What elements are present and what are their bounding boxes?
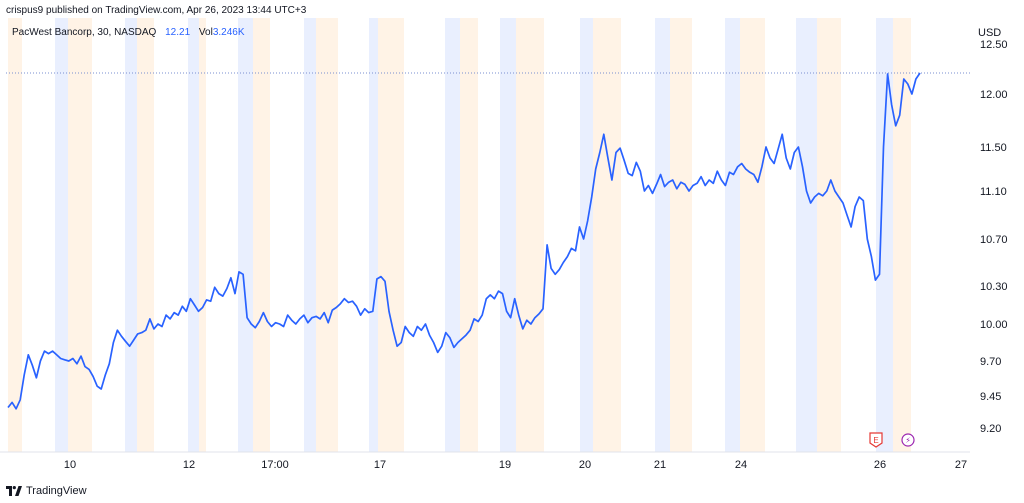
afterhours-band xyxy=(516,18,544,452)
premarket-band xyxy=(369,18,378,452)
premarket-band xyxy=(655,18,670,452)
series-line[interactable] xyxy=(7,72,921,410)
afterhours-band xyxy=(460,18,478,452)
premarket-band xyxy=(125,18,137,452)
y-tick-label: 11.10 xyxy=(980,186,1007,198)
afterhours-band xyxy=(316,18,338,452)
premarket-band xyxy=(725,18,740,452)
y-tick-label: 9.70 xyxy=(980,356,1001,368)
premarket-band xyxy=(304,18,316,452)
premarket-band xyxy=(580,18,593,452)
afterhours-band xyxy=(670,18,692,452)
x-tick-label: 20 xyxy=(579,459,591,471)
y-tick-label: 10.30 xyxy=(980,281,1008,293)
y-tick-label: 10.70 xyxy=(980,234,1008,246)
x-tick-label: 27 xyxy=(955,459,967,471)
afterhours-band xyxy=(593,18,621,452)
x-tick-label: 19 xyxy=(499,459,511,471)
session-bands xyxy=(8,18,911,452)
y-axis[interactable]: 12.50 12.00 11.50 11.10 10.70 10.30 10.00 9.70 9… xyxy=(980,39,1008,435)
x-tick-label: 24 xyxy=(735,459,747,471)
y-tick-label: 12.00 xyxy=(980,89,1008,101)
y-tick-label: 10.00 xyxy=(980,319,1008,331)
y-tick-label: 9.45 xyxy=(980,391,1001,403)
earnings-label: E xyxy=(873,436,878,445)
earnings-marker[interactable]: E xyxy=(869,432,883,448)
x-tick-label: 17 xyxy=(374,459,386,471)
y-tick-label: 12.50 xyxy=(980,39,1008,51)
x-tick-label: 17:00 xyxy=(261,459,289,471)
tradingview-logo-icon xyxy=(6,486,22,496)
y-tick-label: 11.50 xyxy=(980,142,1007,154)
y-tick-label: 9.20 xyxy=(980,423,1001,435)
premarket-band xyxy=(188,18,199,452)
afterhours-band xyxy=(378,18,404,452)
afterhours-band xyxy=(817,18,841,452)
dividend-icon xyxy=(901,433,915,447)
x-tick-label: 10 xyxy=(64,459,76,471)
currency-label: USD xyxy=(978,27,1001,39)
volume-value: 3.246K xyxy=(212,27,245,38)
dividend-label: ⚡ xyxy=(905,436,911,445)
premarket-band xyxy=(238,18,253,452)
premarket-band xyxy=(55,18,68,452)
last-price: 12.21 xyxy=(165,27,191,38)
premarket-band xyxy=(876,18,893,452)
afterhours-band xyxy=(137,18,154,452)
x-tick-label: 12 xyxy=(183,459,195,471)
publish-header: crispus9 published on TradingView.com, A… xyxy=(6,5,307,16)
x-tick-label: 26 xyxy=(874,459,886,471)
x-tick-label: 21 xyxy=(654,459,666,471)
afterhours-band xyxy=(68,18,92,452)
afterhours-band xyxy=(199,18,206,452)
footer-brand[interactable]: TradingView xyxy=(6,483,87,499)
afterhours-band xyxy=(893,18,911,452)
x-axis[interactable]: 10 12 17:00 17 19 20 21 24 26 27 xyxy=(64,459,967,471)
premarket-band xyxy=(445,18,460,452)
premarket-band xyxy=(796,18,817,452)
dividend-marker[interactable]: ⚡ xyxy=(901,433,915,447)
premarket-band xyxy=(500,18,516,452)
afterhours-band xyxy=(740,18,765,452)
volume-label: Vol xyxy=(198,27,213,38)
earnings-icon xyxy=(869,432,883,448)
chart-legend: PacWest Bancorp, 30, NASDAQ 12.21 Vol3.2… xyxy=(12,27,245,38)
afterhours-band xyxy=(253,18,270,452)
tradingview-brand: TradingView xyxy=(26,485,87,497)
symbol-title: PacWest Bancorp, 30, NASDAQ xyxy=(12,27,157,38)
afterhours-band xyxy=(8,18,22,452)
